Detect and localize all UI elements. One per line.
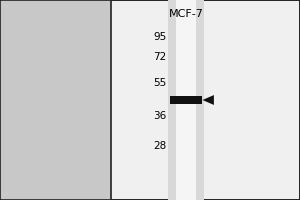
Text: MCF-7: MCF-7 (169, 9, 203, 19)
Text: 36: 36 (153, 111, 167, 121)
Bar (176, 0, 196, 200)
Bar (170, 96, 202, 104)
Text: 28: 28 (153, 141, 167, 151)
Text: 55: 55 (153, 78, 167, 88)
Text: 95: 95 (153, 32, 167, 42)
Text: 72: 72 (153, 52, 167, 62)
Bar (111, 0, 300, 200)
Bar (111, 0, 300, 200)
Polygon shape (202, 95, 214, 105)
Bar (168, 0, 204, 200)
